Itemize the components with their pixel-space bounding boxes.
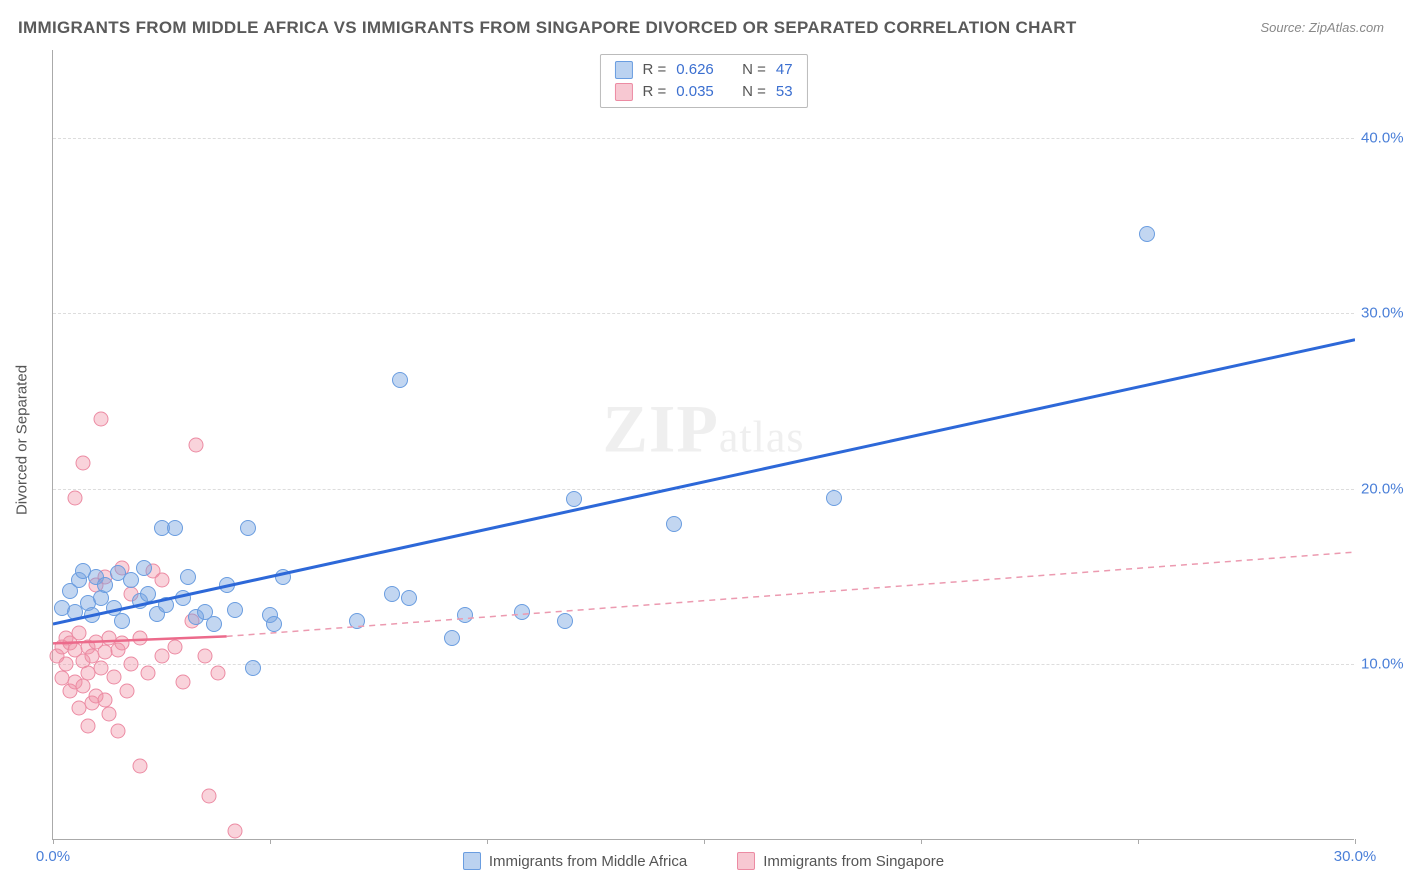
scatter-point-pink — [202, 789, 217, 804]
y-axis-label: Divorced or Separated — [14, 365, 31, 515]
scatter-point-blue — [240, 520, 256, 536]
r-value-pink: 0.035 — [676, 81, 714, 103]
n-label: N = — [742, 59, 766, 81]
scatter-point-pink — [93, 411, 108, 426]
scatter-point-pink — [167, 639, 182, 654]
scatter-point-blue — [114, 613, 130, 629]
scatter-point-blue — [275, 569, 291, 585]
scatter-point-pink — [119, 683, 134, 698]
scatter-point-blue — [384, 586, 400, 602]
xtick-label: 30.0% — [1334, 848, 1377, 865]
scatter-point-blue — [514, 604, 530, 620]
n-label: N = — [742, 81, 766, 103]
scatter-point-blue — [457, 607, 473, 623]
legend-label-pink: Immigrants from Singapore — [763, 853, 944, 870]
xtick-mark — [1355, 839, 1356, 844]
gridline — [53, 489, 1354, 490]
swatch-pink-icon — [614, 83, 632, 101]
scatter-point-pink — [59, 657, 74, 672]
scatter-point-blue — [266, 616, 282, 632]
scatter-point-blue — [227, 602, 243, 618]
scatter-point-pink — [132, 631, 147, 646]
scatter-point-blue — [180, 569, 196, 585]
scatter-point-blue — [826, 490, 842, 506]
scatter-point-pink — [154, 573, 169, 588]
legend-item-blue: Immigrants from Middle Africa — [463, 852, 687, 870]
swatch-blue-icon — [614, 61, 632, 79]
scatter-point-blue — [566, 491, 582, 507]
scatter-point-pink — [115, 636, 130, 651]
watermark-sub: atlas — [719, 412, 805, 461]
scatter-point-blue — [175, 590, 191, 606]
legend-label-blue: Immigrants from Middle Africa — [489, 853, 687, 870]
xtick-mark — [487, 839, 488, 844]
n-value-pink: 53 — [776, 81, 793, 103]
scatter-point-blue — [158, 597, 174, 613]
scatter-point-pink — [154, 648, 169, 663]
scatter-point-pink — [80, 718, 95, 733]
scatter-point-pink — [132, 759, 147, 774]
trend-line — [53, 340, 1355, 624]
stats-row-blue: R = 0.626 N = 47 — [614, 59, 792, 81]
scatter-point-blue — [245, 660, 261, 676]
scatter-point-pink — [67, 490, 82, 505]
gridline — [53, 138, 1354, 139]
scatter-point-blue — [392, 372, 408, 388]
scatter-point-pink — [176, 675, 191, 690]
n-value-blue: 47 — [776, 59, 793, 81]
scatter-point-pink — [111, 724, 126, 739]
scatter-point-pink — [197, 648, 212, 663]
scatter-point-pink — [98, 692, 113, 707]
r-value-blue: 0.626 — [676, 59, 714, 81]
scatter-point-blue — [349, 613, 365, 629]
scatter-point-blue — [97, 577, 113, 593]
scatter-point-blue — [136, 560, 152, 576]
watermark: ZIPatlas — [603, 389, 805, 468]
scatter-point-pink — [228, 824, 243, 839]
gridline — [53, 313, 1354, 314]
xtick-mark — [921, 839, 922, 844]
scatter-point-pink — [76, 455, 91, 470]
scatter-point-pink — [124, 657, 139, 672]
r-label: R = — [642, 59, 666, 81]
scatter-point-blue — [206, 616, 222, 632]
scatter-point-pink — [72, 625, 87, 640]
plot-area: ZIPatlas R = 0.626 N = 47 R = 0.035 N = … — [52, 50, 1354, 840]
r-label: R = — [642, 81, 666, 103]
scatter-point-blue — [1139, 226, 1155, 242]
ytick-label: 10.0% — [1361, 656, 1404, 673]
swatch-pink-icon — [737, 852, 755, 870]
ytick-label: 30.0% — [1361, 305, 1404, 322]
stats-legend: R = 0.626 N = 47 R = 0.035 N = 53 — [599, 54, 807, 108]
scatter-point-pink — [141, 666, 156, 681]
scatter-point-blue — [167, 520, 183, 536]
scatter-point-pink — [102, 706, 117, 721]
legend-item-pink: Immigrants from Singapore — [737, 852, 944, 870]
scatter-point-blue — [666, 516, 682, 532]
ytick-label: 40.0% — [1361, 129, 1404, 146]
scatter-point-pink — [106, 669, 121, 684]
scatter-point-blue — [557, 613, 573, 629]
stats-row-pink: R = 0.035 N = 53 — [614, 81, 792, 103]
scatter-point-blue — [140, 586, 156, 602]
xtick-label: 0.0% — [36, 848, 70, 865]
xtick-mark — [704, 839, 705, 844]
chart-title: IMMIGRANTS FROM MIDDLE AFRICA VS IMMIGRA… — [18, 18, 1077, 38]
scatter-point-blue — [123, 572, 139, 588]
series-legend: Immigrants from Middle Africa Immigrants… — [53, 852, 1354, 870]
scatter-point-blue — [401, 590, 417, 606]
source-label: Source: ZipAtlas.com — [1260, 20, 1384, 35]
scatter-point-pink — [210, 666, 225, 681]
swatch-blue-icon — [463, 852, 481, 870]
xtick-mark — [270, 839, 271, 844]
watermark-main: ZIP — [603, 390, 719, 466]
scatter-point-blue — [444, 630, 460, 646]
xtick-mark — [1138, 839, 1139, 844]
scatter-point-blue — [84, 607, 100, 623]
xtick-mark — [53, 839, 54, 844]
scatter-point-pink — [189, 438, 204, 453]
ytick-label: 20.0% — [1361, 480, 1404, 497]
scatter-point-blue — [219, 577, 235, 593]
